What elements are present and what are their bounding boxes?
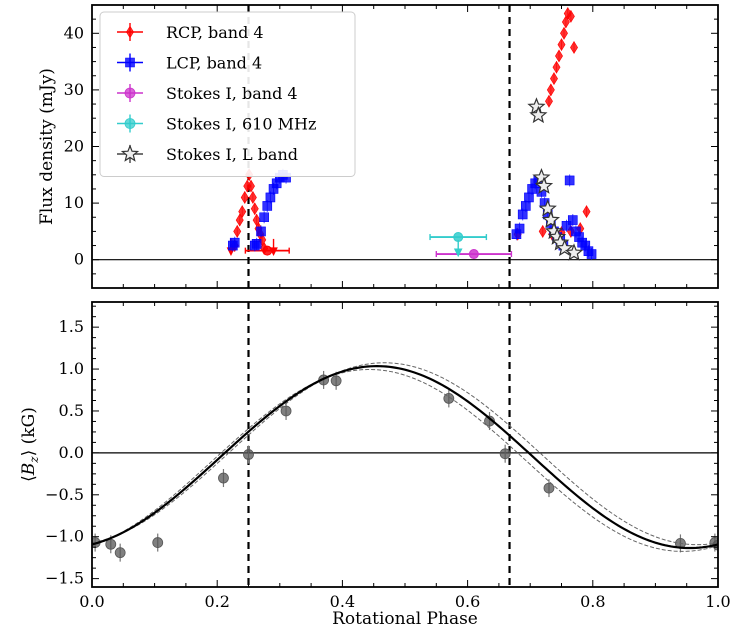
- legend-marker: [124, 87, 136, 99]
- data-point: [527, 97, 546, 115]
- data-point: [541, 210, 561, 228]
- model-uncertainty-curve: [92, 362, 718, 546]
- data-point: [229, 237, 240, 248]
- data-point: [330, 375, 342, 387]
- axes-frame: [91, 301, 719, 588]
- x-tick-label: 1.0: [705, 592, 730, 611]
- legend-marker: [126, 25, 134, 39]
- data-point: [550, 72, 558, 86]
- data-point: [243, 449, 254, 460]
- x-tick-label: 0.6: [455, 592, 480, 611]
- legend-label: RCP, band 4: [166, 23, 264, 42]
- y-tick-label: 0.0: [59, 443, 84, 462]
- data-point: [259, 212, 269, 223]
- data-point: [238, 205, 247, 219]
- data-point: [514, 223, 525, 234]
- data-point: [543, 482, 555, 494]
- data-point: [256, 226, 266, 237]
- data-point: [468, 249, 479, 260]
- plot-area: [92, 302, 718, 587]
- data-point: [250, 202, 259, 216]
- y-tick-label: 10: [64, 193, 84, 212]
- data-point: [564, 175, 575, 186]
- y-tick-label: −0.5: [45, 485, 84, 504]
- data-point: [586, 249, 597, 259]
- plot-area: [92, 5, 718, 288]
- y-tick-label: 1.5: [59, 317, 84, 336]
- data-point: [240, 191, 249, 204]
- data-point: [552, 60, 561, 74]
- data-point: [555, 49, 563, 63]
- data-point: [566, 9, 575, 23]
- data-point: [564, 243, 584, 261]
- data-point: [538, 199, 557, 217]
- legend-marker: [124, 118, 136, 129]
- data-point: [484, 415, 495, 427]
- y-axis-label: ⟨Bz⟩ (kG): [19, 407, 41, 482]
- data-point: [555, 238, 574, 257]
- model-uncertainty-curve: [92, 368, 718, 552]
- data-point: [560, 26, 568, 40]
- data-point: [557, 38, 566, 52]
- y-axis-label-sub: z: [27, 456, 41, 464]
- y-tick-label: −1.0: [45, 527, 84, 546]
- data-point: [545, 94, 553, 108]
- legend-frame: [99, 11, 356, 177]
- legend-label: Stokes I, 610 MHz: [166, 115, 316, 134]
- data-point: [248, 191, 257, 204]
- y-tick-label: −1.5: [45, 569, 84, 588]
- data-point: [233, 224, 242, 238]
- data-point: [114, 547, 126, 559]
- x-tick-label: 0.4: [330, 592, 355, 611]
- data-point: [235, 213, 244, 227]
- y-axis-label-part: B: [19, 463, 39, 477]
- data-point: [499, 448, 511, 460]
- legend: RCP, band 4 LCP, band 4 Stokes I, band 4 St…: [99, 11, 356, 177]
- y-tick-label: 1.0: [59, 359, 84, 378]
- data-point: [247, 179, 255, 193]
- data-point: [582, 205, 591, 219]
- x-tick-label: 0.8: [580, 592, 605, 611]
- data-point: [529, 105, 548, 124]
- y-tick-label: 0.5: [59, 401, 84, 420]
- data-point: [567, 215, 578, 225]
- x-axis-label: Rotational Phase: [332, 609, 478, 629]
- legend-marker: [125, 57, 135, 68]
- data-point: [152, 537, 164, 548]
- y-tick-label: 30: [64, 80, 84, 99]
- data-point: [251, 239, 262, 249]
- data-point: [280, 405, 292, 417]
- data-point: [534, 176, 554, 194]
- legend-label: Stokes I, L band: [166, 145, 298, 164]
- model-curve: [92, 365, 718, 550]
- data-point: [570, 41, 578, 54]
- data-point: [532, 168, 551, 186]
- y-axis-label-part: ⟨: [19, 475, 39, 482]
- legend-marker: [120, 144, 140, 162]
- legend-label: LCP, band 4: [166, 54, 262, 73]
- legend-label: Stokes I, band 4: [166, 84, 298, 103]
- y-tick-label: 40: [64, 23, 84, 42]
- upper-limit-arrow: [453, 248, 463, 258]
- data-point: [538, 224, 547, 238]
- y-tick-label: 0: [74, 250, 84, 269]
- y-axis-label: Flux density (mJy): [37, 68, 57, 225]
- y-tick-label: 20: [64, 137, 84, 156]
- data-point: [218, 472, 229, 484]
- upper-limit-arrow: [269, 247, 278, 257]
- bottom-panel: 0.0 0.2 0.4 0.6 0.8 1.0 −1.5 −1.0 −0.5 0.0 0.5 1.0 1…: [19, 301, 731, 629]
- data-point: [546, 83, 555, 97]
- data-point: [105, 538, 117, 550]
- x-tick-label: 0.0: [79, 592, 104, 611]
- x-tick-label: 0.2: [204, 592, 229, 611]
- top-panel: 0 10 20 30 40 Flux density (mJy) RCP, band 4 LC…: [37, 4, 719, 289]
- y-axis-label-part: ⟩ (kG): [19, 407, 39, 456]
